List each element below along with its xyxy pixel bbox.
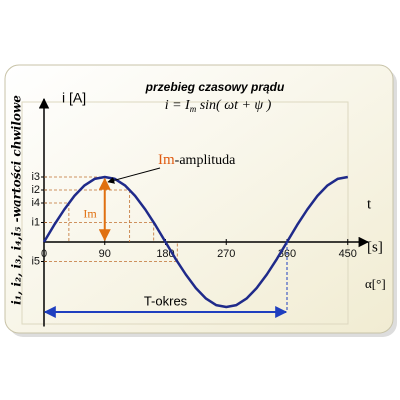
y-label: i [A] — [62, 90, 86, 106]
y-tick-label: i4 — [31, 197, 40, 209]
plot-frame — [21, 101, 349, 325]
y-tick-label: i2 — [31, 184, 40, 196]
y-tick-label: i5 — [31, 255, 40, 267]
amplitude-arrow-label: Im — [83, 206, 97, 220]
y-tick-label: i3 — [31, 171, 40, 183]
amplitude-annotation: Im-amplituda — [158, 152, 236, 168]
x-tick-label: 90 — [99, 248, 111, 260]
x-tick-label: 270 — [217, 248, 235, 260]
x-tick-label: 0 — [41, 248, 47, 260]
formula-lhs: i = I — [165, 98, 191, 113]
amplitude-pointer — [107, 167, 161, 184]
period-label: T-okres — [144, 293, 188, 308]
amplitude-text: -amplituda — [175, 153, 236, 168]
formula-sub: m — [190, 104, 197, 114]
side-label: i₁, i₂, i₃, i₄,i₅ -wartości chwilowe — [10, 95, 24, 305]
title: przebieg czasowy prądu — [145, 80, 285, 94]
formula-rhs: sin( ωt + ψ ) — [196, 98, 271, 113]
formula: i = Im sin( ωt + ψ ) — [165, 98, 272, 114]
amplitude-label: Im — [158, 152, 175, 168]
angle-label: α[°] — [365, 276, 386, 291]
x-unit: [s] — [367, 239, 383, 255]
sine-curve — [42, 175, 349, 309]
card — [4, 64, 394, 334]
x-label: t — [367, 196, 372, 212]
y-tick-label: i1 — [31, 216, 40, 228]
x-tick-label: 450 — [339, 248, 357, 260]
